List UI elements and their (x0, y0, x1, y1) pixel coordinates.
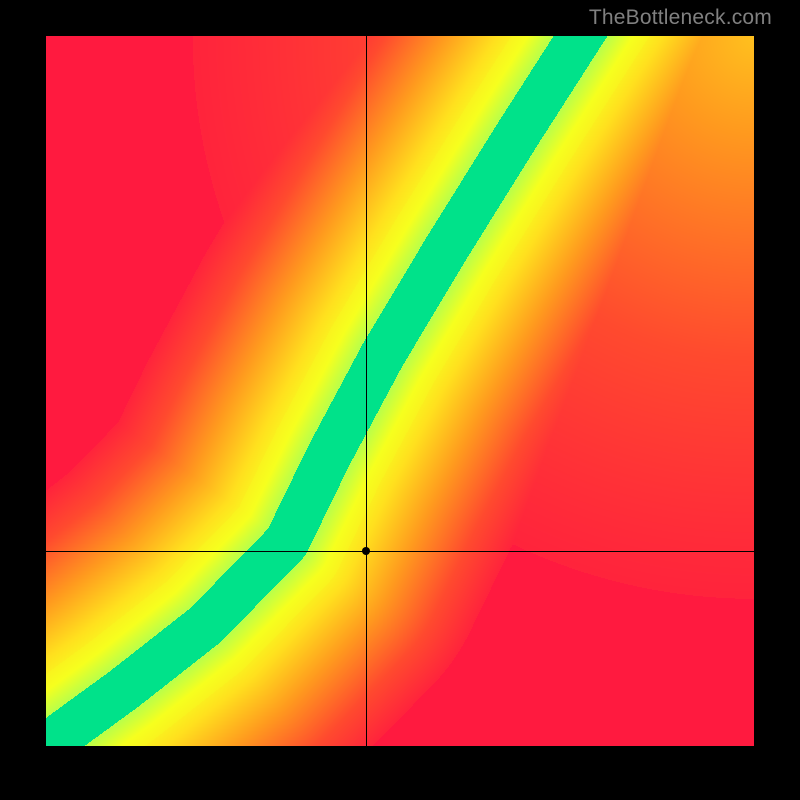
marker-dot (362, 547, 370, 555)
heatmap-canvas (46, 36, 754, 746)
plot-area (46, 36, 754, 746)
crosshair-horizontal (46, 551, 754, 552)
watermark-text: TheBottleneck.com (589, 6, 772, 30)
crosshair-vertical (366, 36, 367, 746)
chart-container: TheBottleneck.com (0, 0, 800, 800)
